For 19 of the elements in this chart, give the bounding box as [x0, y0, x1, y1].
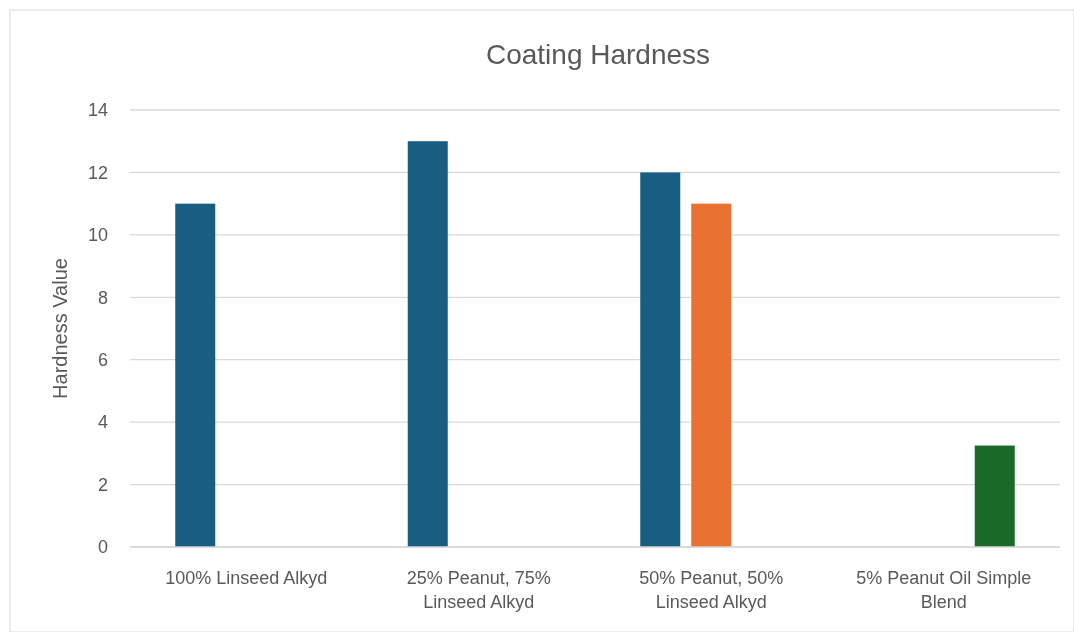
bar — [974, 445, 1015, 547]
y-tick-label: 2 — [97, 474, 108, 495]
chart-title: Coating Hardness — [485, 39, 711, 70]
bar — [175, 203, 216, 547]
x-tick-label: 50% Peanut, 50% Linseed Alkyd — [639, 568, 784, 612]
bar — [691, 203, 732, 547]
x-tick-label: 5% Peanut Oil Simple Blend — [856, 568, 1032, 612]
bar — [407, 141, 448, 547]
y-tick-label: 12 — [87, 162, 108, 183]
y-tick-label: 4 — [97, 412, 108, 433]
y-tick-label: 14 — [87, 100, 108, 121]
y-axis-title: Hardness Value — [49, 258, 71, 399]
y-tick-label: 6 — [97, 350, 108, 371]
x-tick-label: 100% Linseed Alkyd — [165, 568, 328, 588]
y-tick-label: 10 — [87, 225, 108, 246]
bar — [640, 172, 681, 547]
y-tick-label: 0 — [97, 537, 108, 558]
y-tick-label: 8 — [97, 287, 108, 308]
x-tick-label: 25% Peanut, 75% Linseed Alkyd — [406, 568, 551, 612]
